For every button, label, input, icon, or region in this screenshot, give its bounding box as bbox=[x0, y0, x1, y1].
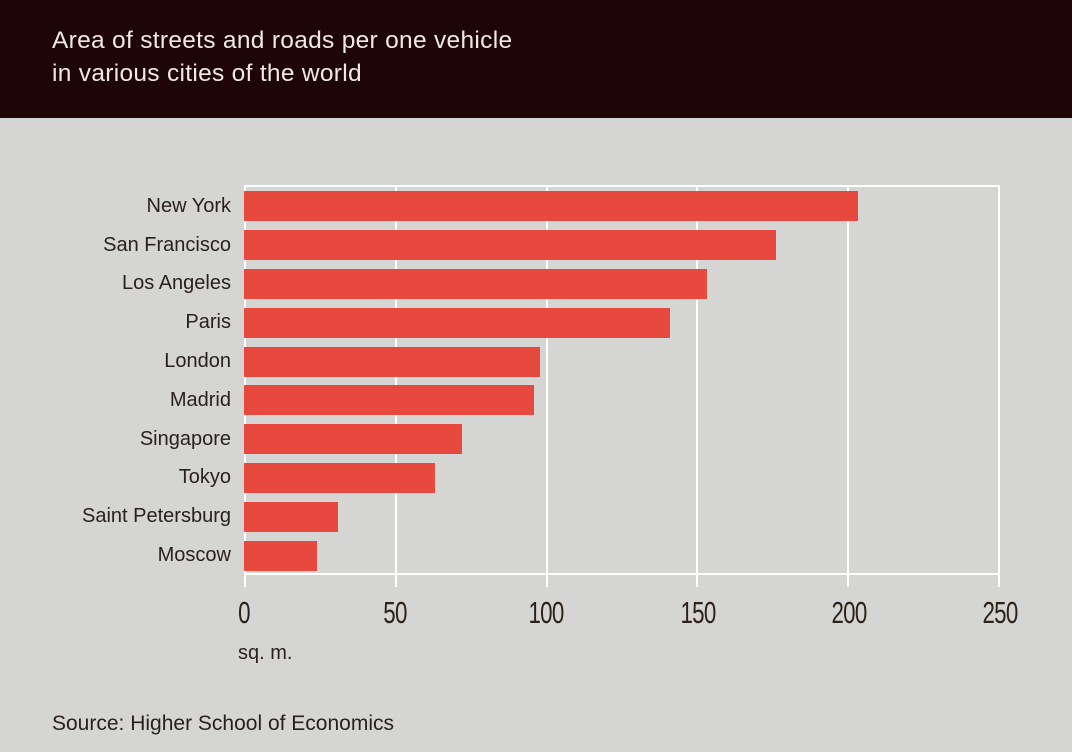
bar-singapore bbox=[244, 424, 462, 455]
bar-track bbox=[244, 536, 1000, 575]
axis-tick-150 bbox=[696, 575, 699, 587]
source-note: Source: Higher School of Economics bbox=[52, 712, 394, 735]
bar-track bbox=[244, 497, 1000, 536]
bar-madrid bbox=[244, 385, 535, 416]
chart-row: Moscow bbox=[0, 536, 1000, 575]
x-axis-unit-label: sq. m. bbox=[238, 642, 293, 664]
bar-saint-petersburg bbox=[244, 501, 338, 532]
bar-paris bbox=[244, 307, 671, 338]
chart-row: Los Angeles bbox=[0, 265, 1000, 304]
gridline-250 bbox=[998, 187, 1000, 573]
category-label-singapore: Singapore bbox=[139, 427, 231, 450]
axis-tick-200 bbox=[847, 575, 850, 587]
bar-new-york bbox=[244, 191, 858, 222]
bar-track bbox=[244, 420, 1000, 459]
bar-london bbox=[244, 346, 541, 377]
axis-tick-0 bbox=[244, 575, 246, 587]
gridline-150 bbox=[696, 187, 699, 573]
tick-label-150: 150 bbox=[680, 595, 716, 630]
bar-track bbox=[244, 381, 1000, 420]
bar-track bbox=[244, 303, 1000, 342]
chart-title-line2: in various cities of the world bbox=[52, 59, 362, 87]
bar-track bbox=[244, 226, 1000, 265]
category-label-san-francisco: San Francisco bbox=[103, 233, 231, 256]
category-label-moscow: Moscow bbox=[157, 544, 231, 567]
chart-row: New York bbox=[0, 187, 1000, 226]
tick-label-250: 250 bbox=[982, 595, 1018, 630]
gridline-50 bbox=[394, 187, 397, 573]
chart-title-line1: Area of streets and roads per one vehicl… bbox=[52, 27, 513, 54]
category-label-madrid: Madrid bbox=[169, 388, 231, 411]
category-label-paris: Paris bbox=[185, 311, 231, 334]
bar-moscow bbox=[244, 540, 317, 571]
bar-track bbox=[244, 265, 1000, 304]
x-axis-labels: 0 50 100 150 200 250 bbox=[238, 595, 1018, 635]
tick-label-200: 200 bbox=[831, 595, 867, 630]
title-bar: Area of streets and roads per one vehicl… bbox=[0, 0, 1072, 118]
gridline-100 bbox=[545, 187, 548, 573]
bar-los-angeles bbox=[244, 268, 707, 299]
axis-tick-100 bbox=[545, 575, 548, 587]
chart-row: London bbox=[0, 342, 1000, 381]
chart-row: Paris bbox=[0, 303, 1000, 342]
chart-row: Madrid bbox=[0, 381, 1000, 420]
category-label-saint-petersburg: Saint Petersburg bbox=[82, 505, 231, 528]
tick-label-0: 0 bbox=[238, 595, 250, 630]
gridline-200 bbox=[847, 187, 850, 573]
category-label-tokyo: Tokyo bbox=[178, 466, 231, 489]
category-label-new-york: New York bbox=[146, 194, 232, 217]
category-label-los-angeles: Los Angeles bbox=[122, 272, 231, 295]
chart-row: Saint Petersburg bbox=[0, 497, 1000, 536]
bar-tokyo bbox=[244, 462, 435, 493]
category-label-london: London bbox=[164, 350, 231, 373]
chart-row: Singapore bbox=[0, 420, 1000, 459]
plot-area bbox=[244, 185, 1000, 587]
tick-label-100: 100 bbox=[528, 595, 565, 630]
chart-rows: New York San Francisco Los Angeles Paris Lon… bbox=[0, 187, 1000, 575]
bar-track bbox=[244, 459, 1000, 498]
tick-label-50: 50 bbox=[383, 595, 407, 630]
axis-tick-250 bbox=[998, 575, 1000, 587]
bar-track bbox=[244, 342, 1000, 381]
chart-title: Area of streets and roads per one vehicl… bbox=[52, 25, 512, 90]
bar-track bbox=[244, 187, 1000, 226]
chart-row: San Francisco bbox=[0, 226, 1000, 265]
axis-tick-50 bbox=[394, 575, 397, 587]
chart-row: Tokyo bbox=[0, 459, 1000, 498]
bar-san-francisco bbox=[244, 230, 777, 261]
